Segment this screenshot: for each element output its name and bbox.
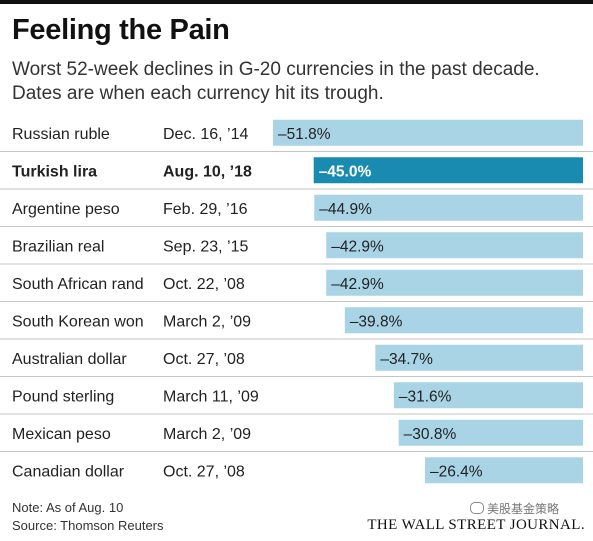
chart-subtitle: Worst 52-week declines in G-20 currencie… [12, 59, 540, 104]
publisher-logo: THE WALL STREET JOURNAL. [367, 517, 585, 533]
category-label: Pound sterling [12, 388, 114, 405]
bar [375, 344, 583, 371]
bar [326, 269, 583, 296]
data-label: –45.0% [319, 163, 372, 180]
bar [313, 157, 583, 184]
data-label: –42.9% [331, 276, 384, 293]
source-text: Source: Thomson Reuters [12, 518, 164, 533]
data-label: –51.8% [278, 126, 331, 143]
bar [344, 307, 583, 334]
data-label: –39.8% [350, 313, 403, 330]
date-label: Oct. 27, ’08 [163, 351, 245, 368]
date-label: March 2, ’09 [163, 313, 251, 330]
category-label: Turkish lira [12, 163, 97, 180]
chart-title: Feeling the Pain [12, 14, 230, 46]
bar [314, 194, 583, 221]
date-label: March 11, ’09 [163, 388, 259, 405]
date-label: Oct. 27, ’08 [163, 463, 245, 480]
date-label: March 2, ’09 [163, 426, 251, 443]
data-label: –34.7% [380, 351, 433, 368]
note-text: Note: As of Aug. 10 [12, 500, 124, 515]
bar-chart: Russian ruble Dec. 16, ’14 –51.8% Turkish l… [0, 119, 593, 484]
category-label: Australian dollar [12, 351, 127, 368]
top-rule [0, 0, 593, 4]
date-label: Dec. 16, ’14 [163, 126, 248, 143]
date-label: Feb. 29, ’16 [163, 201, 248, 218]
bar [393, 382, 583, 409]
category-label: Brazilian real [12, 238, 104, 255]
data-label: –31.6% [399, 388, 452, 405]
bar [326, 232, 583, 259]
date-label: Sep. 23, ’15 [163, 238, 249, 255]
date-label: Aug. 10, ’18 [163, 163, 252, 180]
data-label: –44.9% [319, 201, 372, 218]
data-label: –26.4% [430, 463, 483, 480]
category-label: Argentine peso [12, 201, 120, 218]
category-label: South Korean won [12, 313, 144, 330]
data-label: –42.9% [331, 238, 384, 255]
date-label: Oct. 22, ’08 [163, 276, 245, 293]
bar [425, 457, 583, 484]
data-label: –30.8% [404, 426, 457, 443]
category-label: South African rand [12, 276, 144, 293]
chart-notes: Note: As of Aug. 10 Source: Thomson Reut… [12, 499, 164, 535]
category-label: Canadian dollar [12, 463, 125, 480]
category-label: Russian ruble [12, 126, 110, 143]
watermark-text: 美股基金策略 [487, 502, 560, 516]
chat-icon [470, 502, 484, 514]
category-label: Mexican peso [12, 426, 111, 443]
bar [273, 119, 583, 146]
watermark: 美股基金策略 [470, 500, 559, 517]
bar [398, 419, 583, 446]
